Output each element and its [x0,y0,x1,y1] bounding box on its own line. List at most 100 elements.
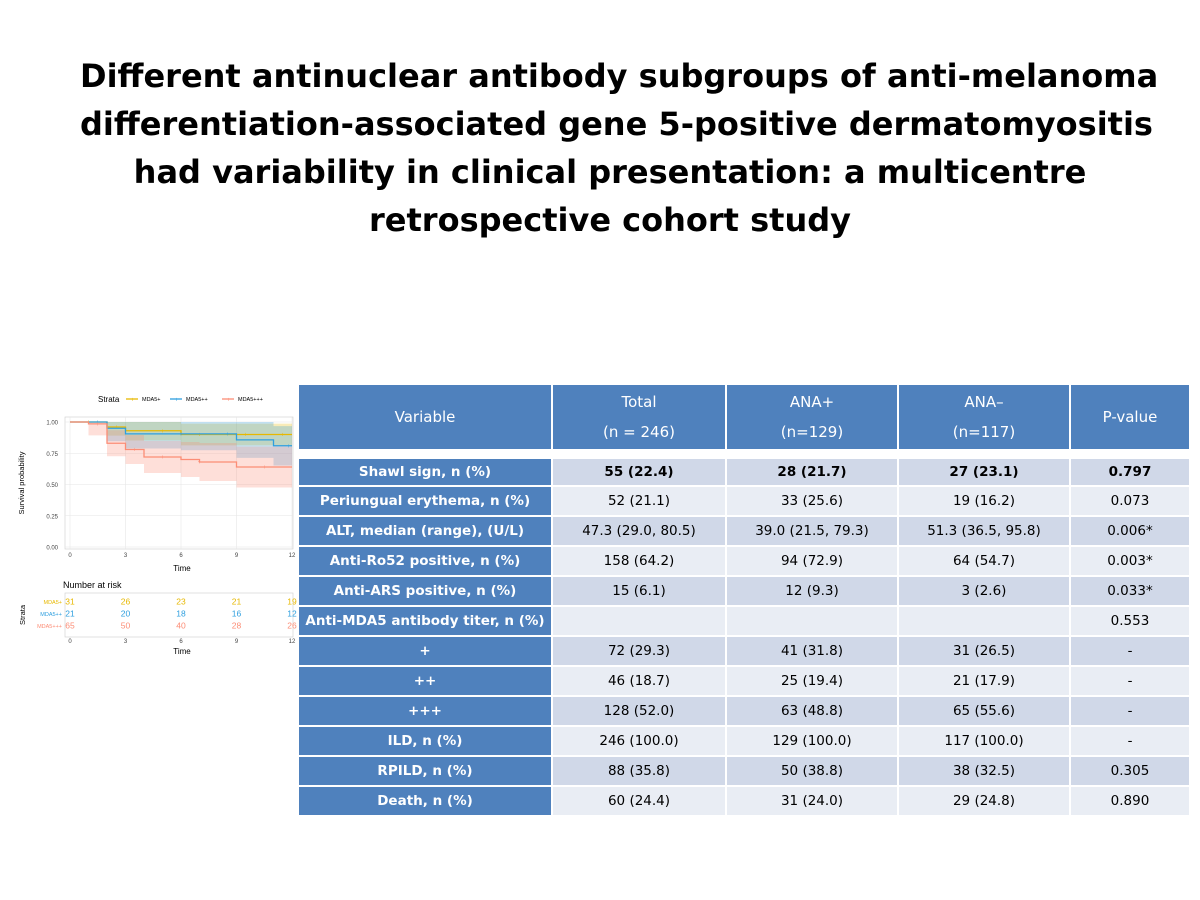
legend-marker: + [131,397,135,403]
survival-figure: Strata + MDA5+ + MDA5++ + MDA5+++ + + + + + + + + + + +… [0,383,300,658]
risk-count: 50 [121,621,131,631]
table-row: Anti-Ro52 positive, n (%) 158 (64.2) 94 (7… [299,547,1189,575]
risk-count: 20 [121,609,131,619]
cell-ana-positive [727,607,897,635]
cell-variable: +++ [299,697,551,725]
cell-ana-negative: 29 (24.8) [899,787,1069,815]
cell-p-value: - [1071,697,1189,725]
risk-count: 40 [176,621,186,631]
risk-x-label: Time [173,647,191,656]
risk-count: 26 [121,597,131,607]
risk-table-title: Number at risk [63,580,122,590]
cell-p-value: - [1071,727,1189,755]
cell-variable: Anti-MDA5 antibody titer, n (%) [299,607,551,635]
cell-ana-positive: 63 (48.8) [727,697,897,725]
x-tick-label: 9 [235,553,239,559]
risk-count: 31 [65,597,75,607]
cell-ana-positive: 39.0 (21.5, 79.3) [727,517,897,545]
x-tick-label: 12 [289,553,296,559]
cell-variable: Anti-Ro52 positive, n (%) [299,547,551,575]
survival-plot: Strata + MDA5+ + MDA5++ + MDA5+++ ++++ + +++ +++… [17,395,297,656]
cell-ana-negative [899,607,1069,635]
cell-p-value: 0.890 [1071,787,1189,815]
cell-p-value: 0.797 [1071,459,1189,485]
risk-count: 26 [287,621,297,631]
cell-ana-positive: 50 (38.8) [727,757,897,785]
risk-count: 65 [65,621,75,631]
censor-mark: + [262,465,266,471]
cell-total: 15 (6.1) [553,577,725,605]
table-row: RPILD, n (%) 88 (35.8) 50 (38.8) 38 (32.5) 0… [299,757,1189,785]
censor-mark: + [287,444,291,450]
cell-ana-negative: 3 (2.6) [899,577,1069,605]
cell-ana-positive: 94 (72.9) [727,547,897,575]
title-line: differentiation-associated gene 5-positi… [80,105,1153,143]
survival-curve [70,421,292,468]
risk-count: 16 [232,609,242,619]
cell-variable: Anti-ARS positive, n (%) [299,577,551,605]
risk-x-tick-label: 0 [68,639,72,645]
legend-marker: + [227,397,231,403]
cell-total: 47.3 (29.0, 80.5) [553,517,725,545]
cell-total: 60 (24.4) [553,787,725,815]
risk-x-tick-label: 9 [235,639,239,645]
header-variable: Variable [299,385,551,449]
cell-ana-positive: 31 (24.0) [727,787,897,815]
censor-mark: + [179,432,183,438]
cell-variable: Shawl sign, n (%) [299,459,551,485]
risk-x-tick-label: 3 [124,639,128,645]
cell-p-value: 0.003* [1071,547,1189,575]
cell-ana-positive: 12 (9.3) [727,577,897,605]
censor-mark: + [96,420,100,426]
censor-mark: + [244,433,248,439]
cell-p-value: 0.033* [1071,577,1189,605]
x-tick-label: 0 [68,553,72,559]
cell-p-value: - [1071,637,1189,665]
table-row: ALT, median (range), (U/L) 47.3 (29.0, 80… [299,517,1189,545]
censor-mark: + [133,448,137,454]
cell-variable: Death, n (%) [299,787,551,815]
cell-total: 72 (29.3) [553,637,725,665]
cell-ana-positive: 41 (31.8) [727,637,897,665]
cell-total: 55 (22.4) [553,459,725,485]
cell-ana-negative: 27 (23.1) [899,459,1069,485]
censor-mark: + [198,433,202,439]
cell-variable: ++ [299,667,551,695]
survival-curves: ++++ + +++ +++++++ [70,420,292,471]
censor-mark: + [281,433,285,439]
legend: + MDA5+ + MDA5++ + MDA5+++ [126,397,263,403]
cell-total: 246 (100.0) [553,727,725,755]
gridlines [65,417,293,549]
cell-ana-negative: 51.3 (36.5, 95.8) [899,517,1069,545]
y-tick-label: 0.75 [46,452,58,458]
y-tick-label: 0.00 [46,546,58,552]
risk-y-label: Strata [18,604,27,625]
cell-p-value: 0.006* [1071,517,1189,545]
title-line: Different antinuclear antibody subgroups… [80,57,1159,95]
table-row: +72 (29.3) 41 (31.8) 31 (26.5) - [299,637,1189,665]
y-ticks: 1.00 0.75 0.50 0.25 0.00 [46,421,58,552]
title-line: had variability in clinical presentation… [133,153,1087,191]
cell-total: 52 (21.1) [553,487,725,515]
results-table: Variable Total (n = 246) ANA+ (n=129) ANA–… [297,383,1191,817]
title-line: retrospective cohort study [369,201,851,239]
cell-total: 128 (52.0) [553,697,725,725]
legend-label: MDA5+ [142,397,161,403]
table-row: Death, n (%) 60 (24.4) 31 (24.0) 29 (24.8) 0… [299,787,1189,815]
legend-title: Strata [98,395,120,404]
table-row: Anti-ARS positive, n (%) 15 (6.1) 12 (9.3)… [299,577,1189,605]
x-tick-label: 3 [124,553,128,559]
y-tick-label: 0.25 [46,514,58,520]
cell-p-value: 0.073 [1071,487,1189,515]
x-axis-label: Time [173,564,191,573]
risk-count: 28 [232,621,242,631]
header-total: Total (n = 246) [553,385,725,449]
censor-mark: + [225,432,229,438]
cell-total: 158 (64.2) [553,547,725,575]
cell-total: 46 (18.7) [553,667,725,695]
header-ana-positive: ANA+ (n=129) [727,385,897,449]
risk-x-tick-label: 6 [179,639,183,645]
cell-ana-positive: 25 (19.4) [727,667,897,695]
x-ticks: 0 3 6 9 12 [68,553,296,559]
risk-row-label: MDA5+ [44,600,63,606]
